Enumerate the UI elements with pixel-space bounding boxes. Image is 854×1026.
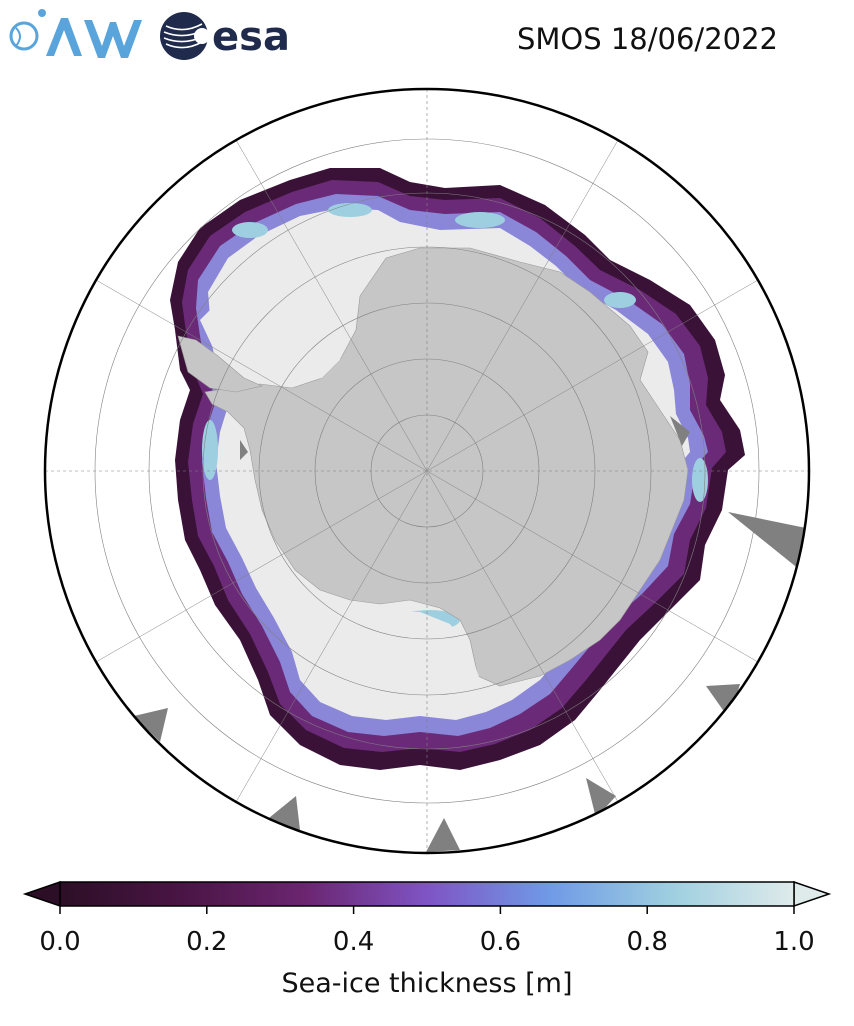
ice-shelf [200, 256, 360, 384]
antarctic-peninsula [177, 335, 263, 393]
esa-logo-text: esa [212, 14, 290, 60]
esa-logo: esa [160, 12, 290, 60]
logo-bar: esa [9, 9, 290, 60]
colorbar: 0.0 0.2 0.4 0.6 0.8 1.0 Sea-ice thickness [m] [22, 880, 832, 999]
colorbar-extend-low [22, 880, 61, 908]
colorbar-ticks: 0.0 0.2 0.4 0.6 0.8 1.0 [39, 906, 815, 957]
ross-shelf [310, 612, 480, 704]
colorbar-bar [59, 881, 795, 907]
meridians [45, 89, 809, 853]
polar-map [43, 87, 811, 855]
map-title: SMOS 18/06/2022 [516, 22, 778, 56]
colorbar-tick-label: 1.0 [773, 927, 814, 957]
colorbar-tick-label: 0.4 [333, 927, 374, 957]
colorbar-label: Sea-ice thickness [m] [281, 968, 572, 999]
map-boundary [43, 87, 811, 855]
antarctica-land [204, 247, 689, 687]
colorbar-tick-label: 0.0 [39, 927, 80, 957]
awi-logo [9, 9, 142, 58]
meridians-solid [95, 139, 759, 803]
colorbar-tick-label: 0.2 [186, 927, 227, 957]
colorbar-tick-label: 0.6 [480, 927, 521, 957]
colorbar-extend-high [793, 880, 832, 908]
colorbar-tick-label: 0.8 [627, 927, 668, 957]
